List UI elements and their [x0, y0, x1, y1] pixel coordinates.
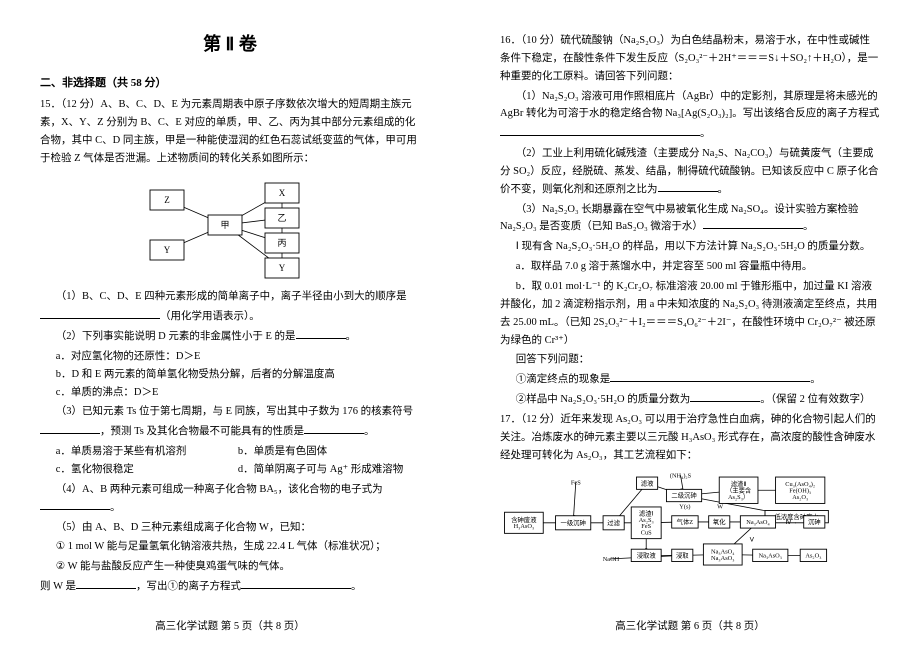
q15-5: （5）由 A、B、D 三种元素组成离子化合物 W，已知： [40, 519, 420, 537]
q15-1-text: （1）B、C、D、E 四种元素形成的简单离子中，离子半径由小到大的顺序是 [56, 291, 407, 302]
q15-3b-text: ，预测 Ts 及其化合物最不可能具有的性质是 [100, 426, 304, 437]
opt-c: c．氢化物很稳定 [56, 461, 238, 479]
q16-i: Ⅰ 现有含 Na₂S₂O₃·5H₂O 的样品，用以下方法计算 Na₂S₂O₃·5… [500, 238, 880, 256]
svg-text:W: W [717, 504, 723, 511]
q15-4: （4）A、B 两种元素可组成一种离子化合物 BA₅，该化合物的电子式为。 [40, 481, 420, 517]
blank [76, 588, 136, 589]
q16-2: （2）工业上利用硫化碱残渣（主要成分 Na₂S、Na₂CO₃）与硫黄废气（主要成… [500, 145, 880, 199]
page-left: 第 Ⅱ 卷 二、非选择题（共 58 分） 15．（12 分）A、B、C、D、E … [0, 0, 460, 647]
svg-text:CuS: CuS [641, 530, 652, 537]
q15-2b: b．D 和 E 两元素的简单氢化物受热分解，后者的分解温度高 [56, 366, 420, 384]
svg-text:As₂O₃: As₂O₃ [805, 553, 821, 560]
q16-ans2-text: ②样品中 Na₂S₂O₃·5H₂O 的质量分数为 [516, 394, 690, 405]
q15-5-1: ① 1 mol W 能与足量氢氧化钠溶液共热，生成 22.4 L 气体（标准状况… [40, 538, 420, 556]
page-footer-left: 高三化学试题 第 5 页（共 8 页） [0, 618, 460, 633]
q15-1b-text: （用化学用语表示）。 [160, 311, 260, 322]
q15-4-text: （4）A、B 两种元素可组成一种离子化合物 BA₅，该化合物的电子式为 [56, 484, 383, 495]
svg-text:NaOH: NaOH [603, 557, 620, 564]
svg-text:Na₃AsO₄: Na₃AsO₄ [746, 520, 769, 527]
svg-text:Y(s): Y(s) [679, 504, 690, 511]
q16-b: b．取 0.01 mol·L⁻¹ 的 K₂Cr₂O₇ 标准溶液 20.00 ml… [500, 278, 880, 349]
svg-text:Z: Z [164, 196, 170, 206]
q15-2c: c．单质的沸点：D＞E [56, 384, 420, 402]
part-title: 第 Ⅱ 卷 [40, 30, 420, 56]
svg-text:Y: Y [279, 264, 286, 274]
svg-text:浸取液: 浸取液 [637, 551, 657, 560]
blank [241, 588, 351, 589]
svg-text:沉砷: 沉砷 [808, 518, 821, 527]
q16-ans1-text: ①滴定终点的现象是 [516, 374, 611, 385]
svg-text:过滤: 过滤 [607, 518, 620, 527]
blank [40, 433, 100, 434]
q15-3-options: a．单质易溶于某些有机溶剂 b．单质是有色固体 c．氢化物很稳定 d．简单阴离子… [56, 443, 420, 479]
q16-intro: 16．（10 分）硫代硫酸钠（Na₂S₂O₃）为白色结晶粉末，易溶于水，在中性或… [500, 32, 880, 86]
svg-text:Ⅳ→: Ⅳ→ [785, 520, 797, 527]
svg-text:丙: 丙 [277, 239, 286, 249]
q15-3-text: （3）已知元素 Ts 位于第七周期，与 E 同族，写出其中子数为 176 的核素… [56, 406, 413, 417]
q15-3b: ，预测 Ts 及其化合物最不可能具有的性质是。 [40, 423, 420, 441]
svg-text:一级沉砷: 一级沉砷 [561, 518, 586, 527]
q16-ans1: ①滴定终点的现象是。 [500, 371, 880, 389]
q16-1: （1）Na₂S₂O₃ 溶液可用作照相底片（AgBr）中的定影剂，其原理是将未感光… [500, 88, 880, 124]
q16-3-text: （3）Na₂S₂O₃ 长期暴露在空气中易被氧化生成 Na₂SO₄。设计实验方案检… [500, 204, 858, 233]
svg-text:二级沉砷: 二级沉砷 [671, 491, 696, 500]
svg-text:FeS: FeS [571, 480, 581, 487]
svg-text:X: X [279, 189, 286, 199]
blank [304, 433, 364, 434]
q16-1-blank: 。 [500, 125, 880, 143]
q15-2: （2）下列事实能说明 D 元素的非金属性小于 E 的是。 [40, 328, 420, 346]
svg-text:As₂O₃: As₂O₃ [792, 494, 808, 501]
svg-text:氧化: 氧化 [713, 518, 726, 527]
blank [610, 381, 810, 382]
q16-num: 16．（10 分） [500, 35, 560, 46]
q15-1: （1）B、C、D、E 四种元素形成的简单离子中，离子半径由小到大的顺序是 [40, 288, 420, 306]
q15-2-text: （2）下列事实能说明 D 元素的非金属性小于 E 的是 [56, 331, 296, 342]
q15-5-end: 则 W 是，写出①的离子方程式。 [40, 578, 420, 596]
q15-num: 15．（12 分） [40, 99, 100, 110]
blank [40, 318, 160, 319]
q15-5-end2-text: ，写出①的离子方程式 [136, 581, 241, 592]
diagram-q17: 含砷废液H₃AsO₃一级沉砷过滤FeS滤液(NH₄)₂S二级沉砷滤渣Ⅱ（主要含A… [501, 470, 879, 586]
q16-ans2b-text: 。（保留 2 位有效数字） [760, 394, 870, 405]
blank [703, 228, 803, 229]
blank [690, 401, 760, 402]
q15-2a: a．对应氢化物的还原性：D＞E [56, 348, 420, 366]
svg-text:Y: Y [164, 246, 171, 256]
section-header: 二、非选择题（共 58 分） [40, 74, 420, 90]
svg-text:乙: 乙 [277, 214, 286, 224]
q17-num: 17．（12 分） [500, 414, 560, 425]
q16-a: a．取样品 7.0 g 溶于蒸馏水中，并定容至 500 ml 容量瓶中待用。 [500, 258, 880, 276]
q16-2-text: （2）工业上利用硫化碱残渣（主要成分 Na₂S、Na₂CO₃）与硫黄废气（主要成… [500, 148, 878, 195]
svg-text:Ⅴ: Ⅴ [750, 537, 755, 544]
svg-text:滤液: 滤液 [641, 479, 654, 488]
blank [296, 338, 346, 339]
blank [500, 135, 700, 136]
svg-text:浸取: 浸取 [676, 551, 689, 560]
q15-3: （3）已知元素 Ts 位于第七周期，与 E 同族，写出其中子数为 176 的核素… [40, 403, 420, 421]
blank [40, 509, 110, 510]
svg-text:H₃AsO₃: H₃AsO₃ [514, 524, 535, 531]
q15-5-2: ② W 能与盐酸反应产生一种使臭鸡蛋气味的气体。 [40, 558, 420, 576]
svg-text:气体Z: 气体Z [677, 518, 694, 527]
q16-ans2: ②样品中 Na₂S₂O₃·5H₂O 的质量分数为 。（保留 2 位有效数字） [500, 391, 880, 409]
opt-b: b．单质是有色固体 [238, 443, 420, 461]
svg-text:(NH₄)₂S: (NH₄)₂S [670, 473, 692, 480]
svg-text:As₂S₃）: As₂S₃） [728, 493, 749, 501]
svg-text:Na₃AsO₃: Na₃AsO₃ [711, 555, 734, 562]
page-footer-right: 高三化学试题 第 6 页（共 8 页） [460, 618, 920, 633]
q16-3: （3）Na₂S₂O₃ 长期暴露在空气中易被氧化生成 Na₂SO₄。设计实验方案检… [500, 201, 880, 237]
q15-5-end-text: 则 W 是 [40, 581, 76, 592]
blank [658, 191, 718, 192]
page-right: 16．（10 分）硫代硫酸钠（Na₂S₂O₃）为白色结晶粉末，易溶于水，在中性或… [460, 0, 920, 647]
q17-intro: 17．（12 分）近年来发现 As₂O₃ 可以用于治疗急性白血病，砷的化合物引起… [500, 411, 880, 465]
opt-d: d．简单阴离子可与 Ag⁺ 形成难溶物 [238, 461, 420, 479]
svg-text:甲: 甲 [220, 221, 229, 231]
q15-intro: 15．（12 分）A、B、C、D、E 为元素周期表中原子序数依次增大的短周期主族… [40, 96, 420, 167]
opt-a: a．单质易溶于某些有机溶剂 [56, 443, 238, 461]
q16-ans-label: 回答下列问题： [500, 351, 880, 369]
diagram-q15: Z Y 甲 X 乙丙 Y [130, 175, 330, 280]
q16-1-text: （1）Na₂S₂O₃ 溶液可用作照相底片（AgBr）中的定影剂，其原理是将未感光… [500, 91, 879, 120]
svg-text:Na₃AsO₃: Na₃AsO₃ [759, 553, 782, 560]
q15-1b: （用化学用语表示）。 [40, 308, 420, 326]
